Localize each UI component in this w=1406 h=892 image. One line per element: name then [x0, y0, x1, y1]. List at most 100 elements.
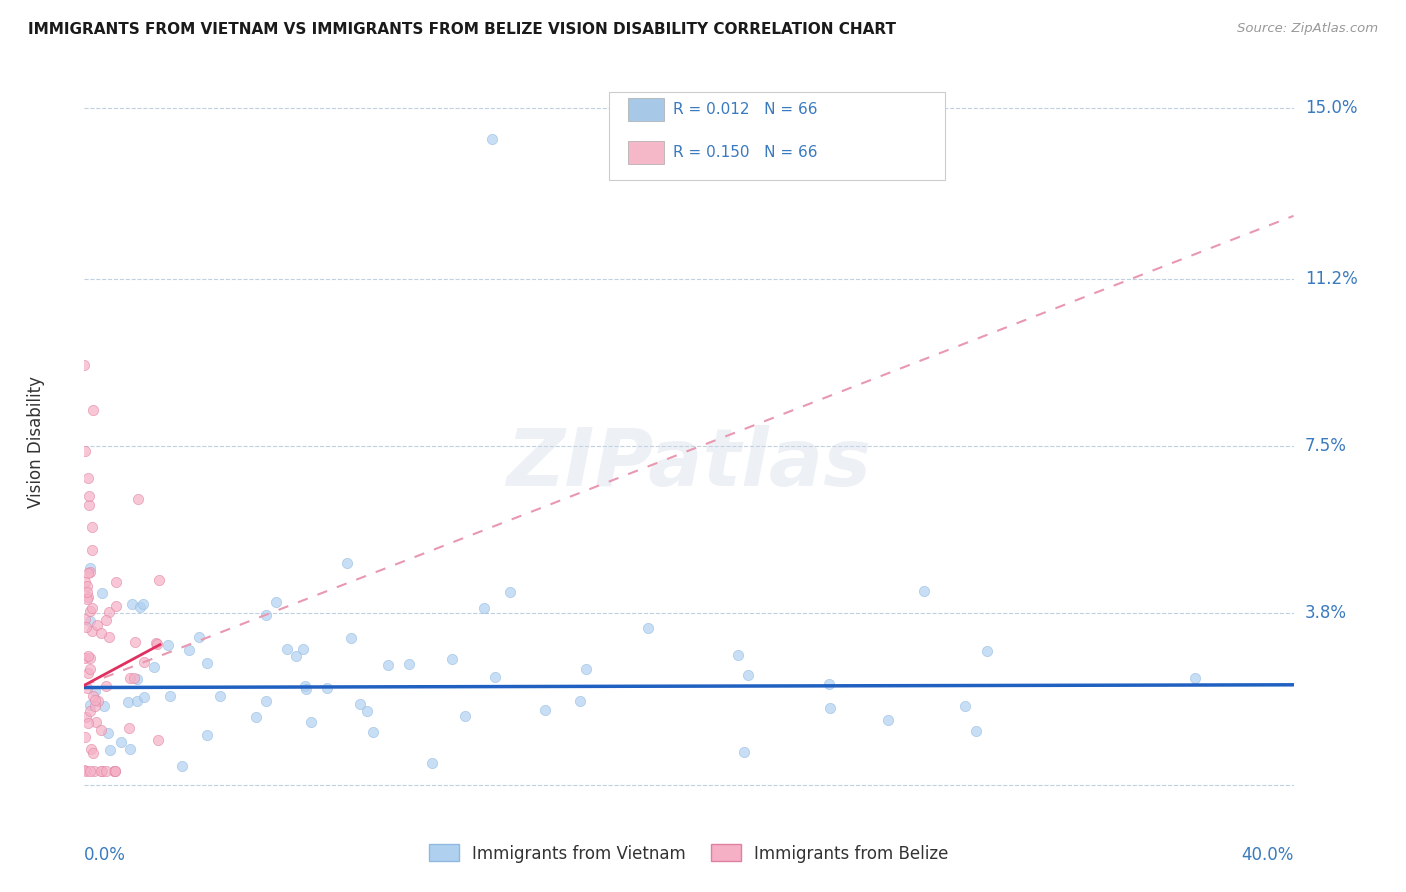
- Point: [79, 764, 101, 778]
- Point: [73, 651, 96, 665]
- Point: [118, 721, 141, 735]
- Point: [73, 763, 96, 777]
- Point: [79, 604, 101, 618]
- Point: [79, 614, 101, 628]
- Point: [80, 542, 103, 557]
- Point: [156, 639, 179, 653]
- Point: [104, 764, 127, 778]
- Point: [79, 704, 101, 718]
- Point: [377, 657, 399, 672]
- Point: [73, 443, 96, 458]
- Point: [420, 756, 443, 771]
- Point: [75, 730, 97, 744]
- Point: [912, 583, 935, 598]
- Point: [97, 726, 120, 740]
- Point: [73, 358, 96, 372]
- Point: [118, 671, 141, 685]
- Point: [87, 694, 110, 708]
- Point: [77, 566, 100, 581]
- Point: [575, 662, 598, 676]
- Point: [77, 665, 100, 680]
- Point: [472, 601, 495, 615]
- Point: [117, 694, 139, 708]
- Point: [315, 681, 337, 696]
- Legend: Immigrants from Vietnam, Immigrants from Belize: Immigrants from Vietnam, Immigrants from…: [422, 838, 956, 869]
- Point: [104, 574, 127, 589]
- Point: [818, 677, 841, 691]
- Point: [103, 764, 125, 778]
- Point: [90, 723, 112, 737]
- Point: [75, 575, 97, 590]
- Point: [122, 672, 145, 686]
- Point: [97, 605, 120, 619]
- Point: [79, 698, 101, 713]
- Point: [820, 701, 842, 715]
- Point: [83, 764, 105, 778]
- Point: [569, 694, 592, 708]
- Point: [110, 735, 132, 749]
- Point: [142, 660, 165, 674]
- Point: [295, 682, 318, 697]
- Text: 7.5%: 7.5%: [1305, 437, 1347, 455]
- Point: [291, 641, 314, 656]
- Point: [76, 649, 98, 664]
- Point: [84, 699, 107, 714]
- Point: [93, 698, 115, 713]
- Point: [148, 573, 170, 587]
- Point: [132, 597, 155, 611]
- Point: [170, 759, 193, 773]
- Point: [79, 662, 101, 676]
- Point: [481, 132, 503, 146]
- Text: Vision Disability: Vision Disability: [27, 376, 45, 508]
- Point: [336, 556, 359, 570]
- Point: [94, 679, 117, 693]
- Point: [484, 670, 506, 684]
- Point: [91, 764, 114, 778]
- Point: [76, 591, 98, 605]
- Point: [733, 745, 755, 759]
- Point: [73, 612, 96, 626]
- Text: 0.0%: 0.0%: [84, 846, 127, 863]
- Point: [454, 709, 477, 723]
- Text: 3.8%: 3.8%: [1305, 604, 1347, 622]
- Point: [77, 490, 100, 504]
- Point: [82, 520, 104, 534]
- Point: [1184, 671, 1206, 685]
- Point: [127, 492, 149, 507]
- Text: R = 0.150   N = 66: R = 0.150 N = 66: [673, 145, 818, 160]
- Point: [104, 764, 127, 778]
- Point: [77, 470, 100, 484]
- Point: [146, 732, 169, 747]
- Point: [179, 642, 201, 657]
- Point: [76, 592, 98, 607]
- Point: [264, 595, 287, 609]
- Point: [195, 656, 218, 670]
- Point: [82, 747, 104, 761]
- Point: [294, 679, 316, 693]
- Point: [76, 681, 98, 695]
- Point: [76, 620, 98, 634]
- Point: [361, 725, 384, 739]
- Point: [84, 715, 107, 730]
- Point: [398, 657, 420, 671]
- Text: R = 0.012   N = 66: R = 0.012 N = 66: [673, 103, 818, 117]
- Point: [125, 673, 148, 687]
- Point: [727, 648, 749, 662]
- Point: [84, 683, 107, 698]
- Point: [159, 689, 181, 703]
- Point: [94, 613, 117, 627]
- Point: [91, 586, 114, 600]
- Point: [132, 655, 155, 669]
- Point: [79, 566, 101, 580]
- Point: [534, 703, 557, 717]
- Point: [90, 626, 112, 640]
- Point: [441, 652, 464, 666]
- Point: [125, 693, 148, 707]
- Text: ZIPatlas: ZIPatlas: [506, 425, 872, 503]
- Text: Source: ZipAtlas.com: Source: ZipAtlas.com: [1237, 22, 1378, 36]
- Text: IMMIGRANTS FROM VIETNAM VS IMMIGRANTS FROM BELIZE VISION DISABILITY CORRELATION : IMMIGRANTS FROM VIETNAM VS IMMIGRANTS FR…: [28, 22, 896, 37]
- Point: [254, 694, 277, 708]
- Point: [245, 710, 267, 724]
- Point: [80, 624, 103, 638]
- Point: [349, 697, 371, 711]
